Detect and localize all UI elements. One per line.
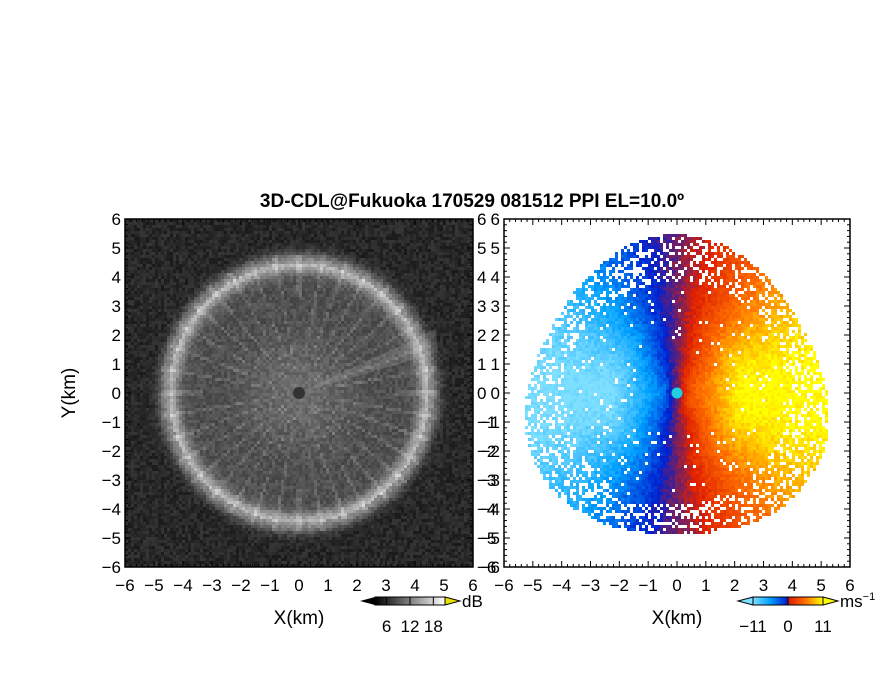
y-tick-label: 2 [491, 326, 500, 345]
y-tick-label: 0 [112, 384, 121, 403]
x-tick-label: −3 [202, 576, 221, 595]
x-tick-label: −5 [523, 576, 542, 595]
x-tick-label: 0 [672, 576, 681, 595]
x-tick-label: −2 [610, 576, 629, 595]
y-tick-label: 2 [112, 326, 121, 345]
y-tick-label: −6 [102, 558, 121, 577]
x-tick-label: −5 [144, 576, 163, 595]
y-tick-label: −4 [102, 500, 121, 519]
y-tick-label: −6 [481, 558, 500, 577]
y-tick-label: −3 [481, 471, 500, 490]
colorbar-tick-label: 12 [401, 617, 420, 636]
x-tick-label: −3 [581, 576, 600, 595]
x-tick-label: 1 [323, 576, 332, 595]
x-tick-label: 3 [381, 576, 390, 595]
y-tick-label: −2 [102, 442, 121, 461]
y-tick-label-right: 3 [477, 297, 486, 316]
velocity-xlabel: X(km) [652, 608, 703, 629]
y-tick-label: −4 [481, 500, 500, 519]
y-tick-label-right: 4 [477, 268, 486, 287]
y-tick-label: −2 [481, 442, 500, 461]
reflectivity-colorbar-unit: dB [462, 592, 483, 611]
reflectivity-image [125, 219, 473, 567]
y-tick-label: 4 [112, 268, 121, 287]
reflectivity-colorbar: 6 12 18 dB [360, 592, 483, 636]
y-tick-label-right: 5 [477, 239, 486, 258]
x-tick-label: 4 [788, 576, 797, 595]
velocity-colorbar: −11 0 11 ms−1 [738, 591, 875, 636]
x-tick-label: 2 [730, 576, 739, 595]
x-tick-label: −2 [231, 576, 250, 595]
y-tick-label: 4 [491, 268, 500, 287]
y-tick-label: 1 [491, 355, 500, 374]
velocity-colorbar-unit: ms−1 [840, 591, 875, 611]
y-tick-label: 1 [112, 355, 121, 374]
y-tick-label-right: 1 [477, 355, 486, 374]
x-tick-label: 4 [410, 576, 419, 595]
x-tick-label: 0 [294, 576, 303, 595]
y-tick-label: 5 [491, 239, 500, 258]
x-tick-label: −1 [638, 576, 657, 595]
y-tick-label: 3 [491, 297, 500, 316]
chart-title: 3D-CDL@Fukuoka 170529 081512 PPI EL=10.0… [260, 191, 684, 212]
colorbar-tick-label: 6 [382, 617, 391, 636]
y-tick-label: −5 [102, 529, 121, 548]
x-tick-label: −4 [173, 576, 192, 595]
colorbar-tick-label: 11 [814, 617, 832, 636]
x-tick-label: 5 [439, 576, 448, 595]
x-tick-label: −1 [260, 576, 279, 595]
y-tick-label-right: 2 [477, 326, 486, 345]
x-tick-label: 1 [701, 576, 710, 595]
reflectivity-panel: −6 −5 −4 −3 −2 −1 0 1 2 3 4 5 66 65 54 43 32 21 10 0−1 −1−2−… [59, 210, 496, 636]
y-tick-label: 6 [491, 210, 500, 229]
reflectivity-xlabel: X(km) [274, 608, 325, 629]
y-tick-label: −5 [481, 529, 500, 548]
y-tick-label: 5 [112, 239, 121, 258]
colorbar-tick-label: 0 [783, 617, 792, 636]
y-tick-label: −3 [102, 471, 121, 490]
x-tick-label: −6 [115, 576, 134, 595]
y-tick-label: 0 [491, 384, 500, 403]
x-tick-label: 2 [352, 576, 361, 595]
colorbar-tick-label: 18 [424, 617, 443, 636]
y-tick-label: 3 [112, 297, 121, 316]
y-tick-label: −1 [481, 413, 500, 432]
reflectivity-ylabel: Y(km) [59, 368, 80, 419]
y-tick-label: 6 [112, 210, 121, 229]
colorbar-tick-label: −11 [739, 617, 767, 636]
x-tick-label: −6 [494, 576, 513, 595]
y-tick-label-right: 0 [477, 384, 486, 403]
x-tick-label: −4 [552, 576, 571, 595]
x-tick-label: 3 [759, 576, 768, 595]
x-tick-label: 5 [816, 576, 825, 595]
y-tick-label: −1 [102, 413, 121, 432]
y-tick-label-right: 6 [477, 210, 486, 229]
